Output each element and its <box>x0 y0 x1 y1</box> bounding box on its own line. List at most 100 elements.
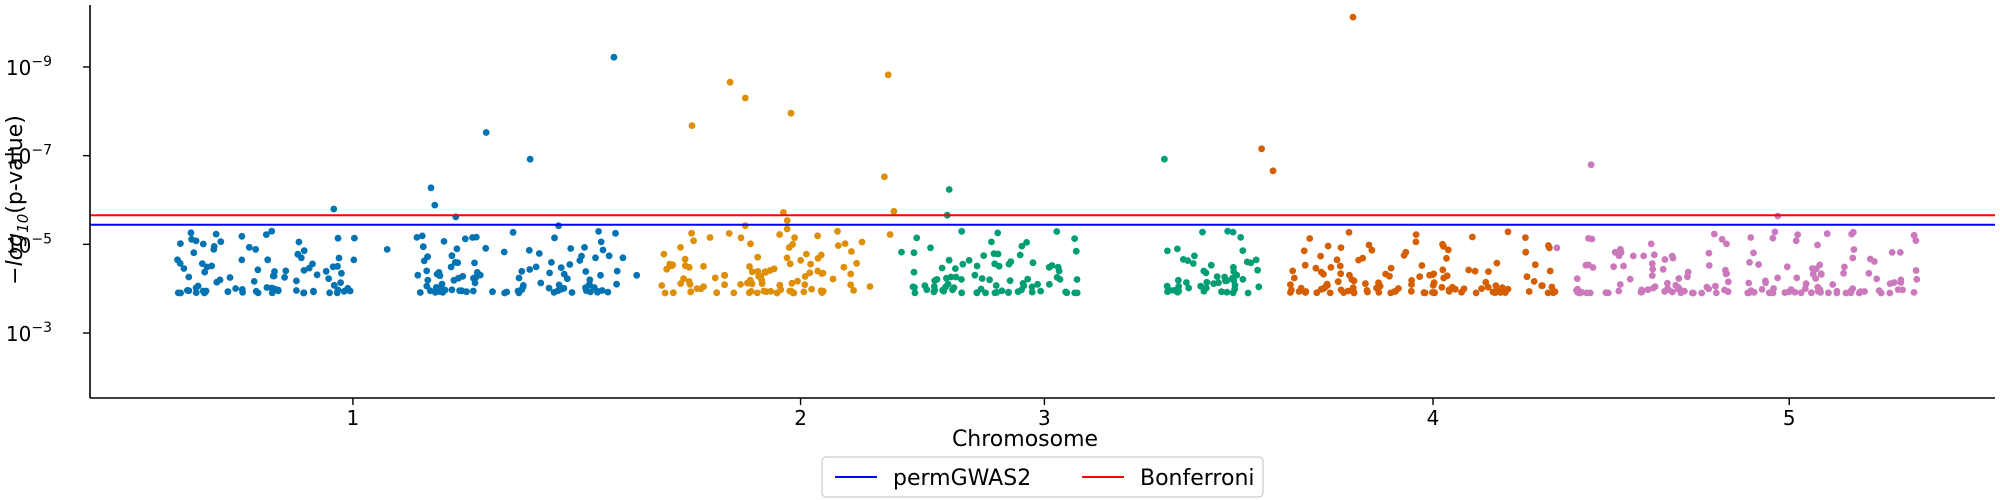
data-point-chr3 <box>1019 280 1027 287</box>
threshold-lines <box>90 214 1995 226</box>
data-point-chr3 <box>1034 280 1041 288</box>
data-point-chr1 <box>192 289 200 296</box>
data-point-chr5 <box>1758 286 1766 293</box>
data-point-chr1 <box>192 284 200 292</box>
data-point-chr1 <box>550 289 558 296</box>
data-point-chr3 <box>913 234 921 242</box>
data-point-chr2 <box>681 255 689 263</box>
legend: permGWAS2 Bonferroni <box>821 456 1264 498</box>
data-point-chr4 <box>1359 254 1367 262</box>
data-point-chr1 <box>338 269 345 277</box>
data-point-chr3 <box>958 276 965 283</box>
data-point-chr2 <box>807 260 814 268</box>
data-point-chr1 <box>545 284 553 292</box>
data-point-chr3 <box>1229 289 1237 297</box>
data-point-chr4 <box>1302 288 1310 295</box>
data-point-chr3 <box>1239 275 1247 283</box>
data-point-chr5 <box>1615 252 1623 260</box>
data-point-chr4 <box>1444 246 1452 254</box>
data-point-chr5 <box>1629 252 1637 260</box>
data-point-chr2-peak <box>881 173 888 181</box>
data-point-chr4 <box>1402 248 1410 256</box>
data-point-chr5 <box>1774 274 1781 282</box>
data-point-chr3 <box>1073 289 1081 297</box>
data-point-chr5 <box>1802 280 1810 288</box>
data-point-chr3-peak <box>945 186 953 193</box>
data-point-chr1 <box>177 240 184 248</box>
scatter-points <box>174 13 1921 297</box>
data-point-chr5 <box>1865 269 1873 277</box>
data-point-chr5 <box>1896 249 1904 256</box>
data-point-chr2 <box>737 234 745 242</box>
data-point-chr3 <box>994 229 1002 237</box>
data-point-chr1 <box>548 259 555 266</box>
data-point-chr4 <box>1449 283 1456 291</box>
data-point-chr5 <box>1783 263 1791 271</box>
data-point-chr5 <box>1718 235 1726 243</box>
data-point-chr1 <box>546 269 553 277</box>
data-point-chr1 <box>560 284 568 292</box>
data-point-chr1 <box>232 285 240 292</box>
data-point-chr5 <box>1649 284 1657 292</box>
data-point-chr2 <box>661 289 669 297</box>
data-point-chr3-peak <box>1048 262 1056 269</box>
data-point-chr3 <box>1179 256 1187 263</box>
y-axis-ticks: 10−9 10−7 10−5 10−3 <box>6 54 90 346</box>
data-point-chr5 <box>1669 288 1676 296</box>
data-point-chr1 <box>224 288 232 296</box>
data-point-chr3 <box>958 289 966 297</box>
data-point-chr1 <box>264 256 272 264</box>
data-point-chr1-peak <box>482 129 490 136</box>
data-point-chr2 <box>658 282 666 289</box>
data-point-chr4 <box>1471 267 1479 275</box>
data-point-chr3 <box>1223 288 1231 296</box>
data-point-chr3 <box>1062 288 1069 296</box>
data-point-chr1 <box>213 278 221 286</box>
data-point-chr4 <box>1288 286 1295 294</box>
data-point-chr3 <box>1005 289 1012 296</box>
data-point-chr4 <box>1504 228 1512 236</box>
data-point-chr4 <box>1395 285 1402 292</box>
data-point-chr1 <box>526 266 534 273</box>
data-point-chr3 <box>952 265 959 272</box>
data-point-chr2 <box>700 262 707 270</box>
data-point-chr1 <box>183 287 191 294</box>
data-point-chr4 <box>1465 266 1473 274</box>
data-point-chr2 <box>797 256 805 264</box>
data-point-chr1 <box>482 244 490 252</box>
y-axis-label-sub: 10 <box>14 214 32 233</box>
data-point-chr1 <box>190 249 198 257</box>
data-point-chr5 <box>1669 254 1677 262</box>
data-point-chr5-peak <box>1724 278 1732 286</box>
data-point-chr4 <box>1522 248 1530 256</box>
data-point-chr5 <box>1705 249 1713 257</box>
data-point-chr2 <box>801 273 809 280</box>
data-point-chr2 <box>847 270 855 278</box>
data-point-chr1 <box>581 244 588 251</box>
data-point-chr4 <box>1525 288 1533 295</box>
data-point-chr5 <box>1675 275 1683 282</box>
data-point-chr1 <box>238 256 246 264</box>
data-point-chr4 <box>1438 283 1446 291</box>
data-point-chr1 <box>177 289 185 297</box>
data-point-chr4 <box>1350 288 1357 296</box>
data-point-chr3 <box>1164 288 1171 296</box>
data-point-chr5 <box>1910 231 1918 239</box>
data-point-chr4 <box>1501 289 1509 296</box>
data-point-chr3 <box>1175 283 1183 290</box>
data-point-chr4 <box>1363 287 1371 294</box>
data-point-chr4-peak <box>1258 145 1265 153</box>
data-point-chr5 <box>1589 264 1597 271</box>
data-point-chr5 <box>1848 230 1855 238</box>
data-point-chr5 <box>1583 289 1591 297</box>
data-point-chr2 <box>748 280 756 288</box>
data-point-chr2 <box>754 253 762 261</box>
data-point-chr5 <box>1841 263 1848 271</box>
y-tick-label: 10−3 <box>6 320 52 346</box>
data-point-chr2 <box>721 271 728 279</box>
data-point-chr1 <box>599 246 607 254</box>
data-point-chr4 <box>1337 244 1345 252</box>
data-point-chr2 <box>687 288 695 296</box>
data-point-chr5 <box>1647 240 1655 248</box>
data-point-chr3 <box>1073 276 1081 283</box>
